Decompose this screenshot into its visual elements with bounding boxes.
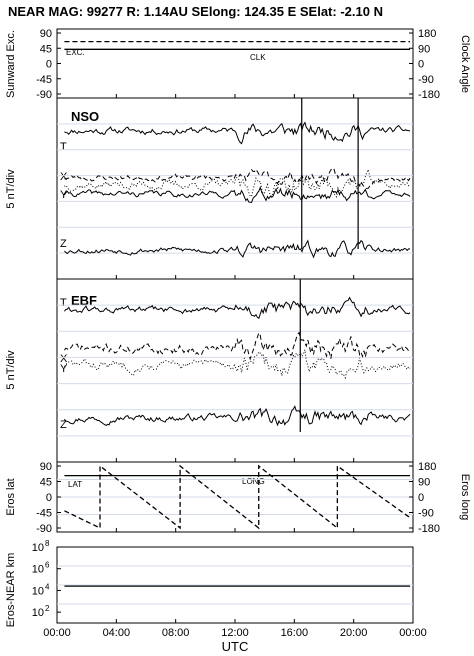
ebf-series-x-line [64, 331, 411, 361]
chart-marks [56, 32, 414, 623]
header-title: NEAR MAG: 99277 R: 1.14AU SElong: 124.35… [8, 4, 383, 19]
p4-long-label: LONG [242, 477, 265, 486]
x-axis-tick-labels: 00:00 04:00 08:00 12:00 16:00 20:00 00:00 [43, 627, 427, 639]
y-tick-label: 0 [46, 59, 52, 71]
y-tick-label: 10 [32, 564, 44, 576]
nso-series-z-line [64, 239, 411, 259]
y-tick-label: 45 [40, 43, 52, 55]
p3-tag-z: Z [60, 419, 67, 431]
y-tick-label: -90 [418, 508, 434, 520]
p2-ylabel: 5 nT/div [5, 169, 17, 209]
p2-tag-y: Y [60, 189, 68, 201]
y-tick-label: -90 [36, 89, 52, 101]
y-tick-label: -45 [36, 74, 52, 86]
p2-tag-z: Z [60, 238, 67, 250]
panel-nso-frame [56, 97, 414, 280]
x-tick-label: 08:00 [162, 627, 190, 639]
y-tick-label: 180 [418, 28, 436, 40]
x-axis-label: UTC [222, 639, 249, 654]
x-tick-label: 00:00 [43, 627, 71, 639]
y-tick-label: 90 [40, 28, 52, 40]
p1-right-tick-labels: 180 90 0 -90 -180 [418, 28, 440, 101]
y-tick-exponent: 4 [45, 582, 50, 591]
ebf-series-z-line [64, 405, 411, 427]
p3-tag-x: X [60, 353, 68, 365]
p2-tag-t: T [60, 141, 67, 153]
x-tick-label: 12:00 [221, 627, 249, 639]
y-tick-label: 90 [418, 477, 430, 489]
p1-exc-label: EXC. [66, 48, 85, 57]
p1-clk-label: CLK [250, 53, 266, 62]
ebf-series-y-line [63, 349, 411, 380]
p2-tag-x: X [60, 171, 68, 183]
p3-tag-y: Y [60, 363, 68, 375]
y-tick-label: -180 [418, 523, 440, 535]
p4-lat-label: LAT [68, 480, 82, 489]
p2-title: NSO [71, 109, 99, 124]
ebf-series-t-line [64, 296, 411, 320]
y-tick-exponent: 2 [45, 604, 50, 613]
p4-left-tick-labels: 90 45 0 -45 -90 [36, 461, 52, 535]
series-long-line [64, 464, 411, 530]
y-tick-exponent: 6 [45, 561, 50, 570]
nso-series-x-line [64, 167, 411, 189]
y-tick-label: 90 [418, 43, 430, 55]
y-tick-label: 90 [40, 461, 52, 473]
y-tick-label: 10 [32, 585, 44, 597]
y-tick-label: 45 [40, 477, 52, 489]
y-tick-label: -45 [36, 508, 52, 520]
nso-series-ysolid-line [63, 186, 411, 203]
p3-tag-t: T [60, 297, 67, 309]
p1-left-label: Sunward Exc. [5, 30, 17, 98]
x-tick-label: 20:00 [340, 627, 368, 639]
y-tick-label: -90 [418, 74, 434, 86]
p5-ylabel: Eros-NEAR km [5, 553, 17, 628]
x-tick-label: 16:00 [281, 627, 309, 639]
x-tick-label: 04:00 [103, 627, 131, 639]
p4-right-tick-labels: 180 90 0 -90 -180 [418, 461, 440, 535]
p4-left-label: Eros lat [5, 478, 17, 515]
y-tick-label: 0 [418, 59, 424, 71]
p1-right-label: Clock Angle [459, 35, 471, 93]
y-tick-label: 180 [418, 461, 436, 473]
y-tick-label: 10 [32, 607, 44, 619]
x-tick-label: 00:00 [399, 627, 427, 639]
y-tick-label: 10 [32, 542, 44, 554]
panel-sunward-clock-frame [56, 28, 414, 99]
y-tick-label: 0 [418, 492, 424, 504]
y-tick-exponent: 8 [45, 539, 50, 548]
p1-left-tick-labels: 90 45 0 -45 -90 [36, 28, 52, 101]
y-tick-label: -90 [36, 523, 52, 535]
p3-ylabel: 5 nT/div [5, 350, 17, 390]
y-tick-label: -180 [418, 89, 440, 101]
y-tick-label: 0 [46, 492, 52, 504]
nso-series-t-line [64, 121, 411, 145]
p4-right-label: Eros long [459, 474, 471, 520]
p3-title: EBF [71, 293, 97, 308]
